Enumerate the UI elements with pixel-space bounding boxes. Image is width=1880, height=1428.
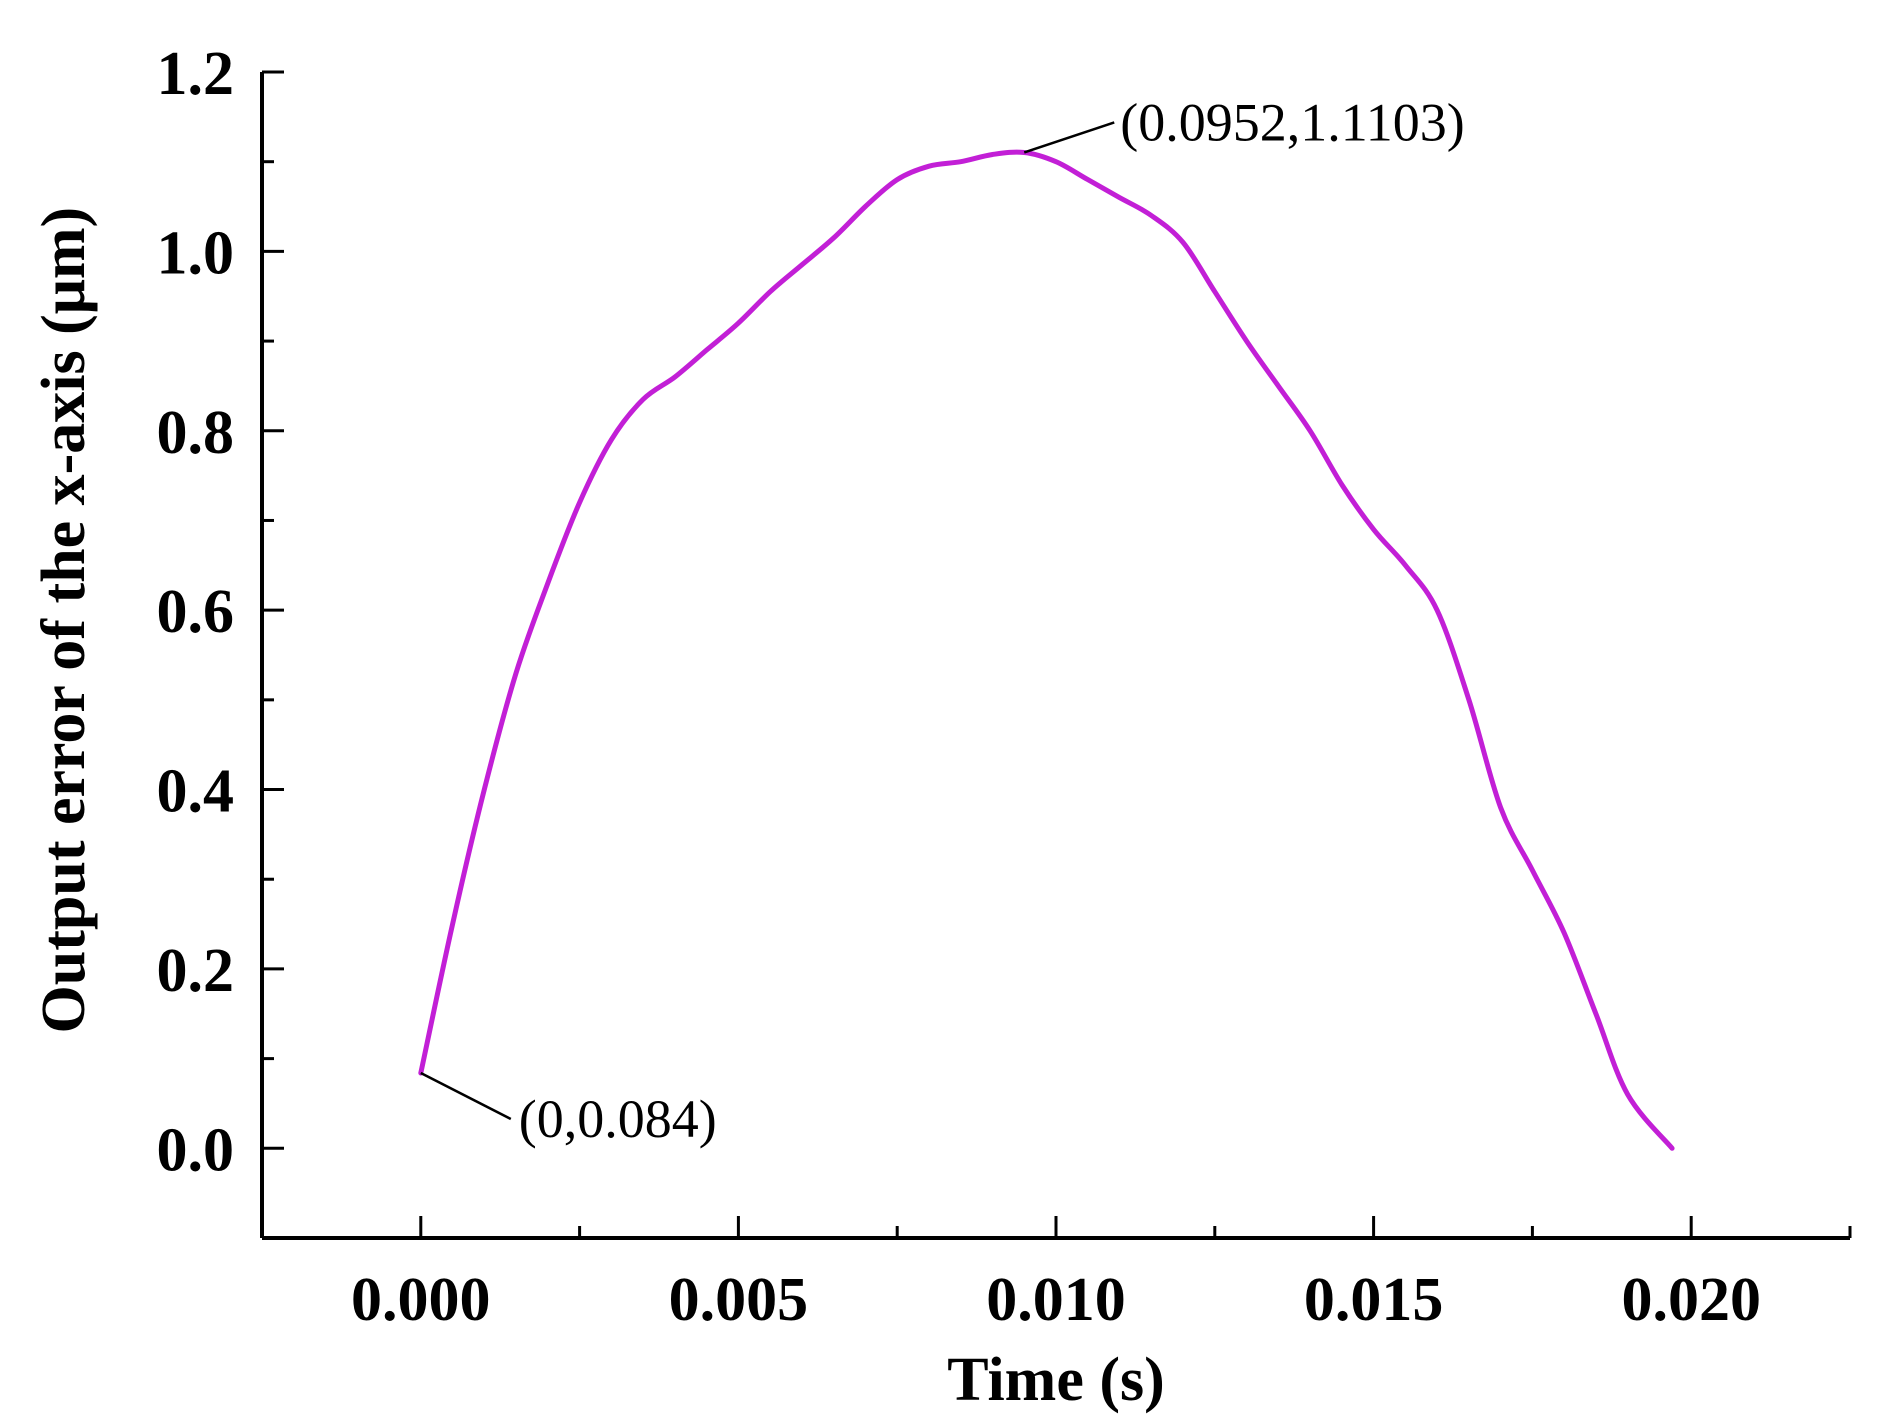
x-axis-title: Time (s) bbox=[947, 1346, 1165, 1414]
x-tick-label: 0.005 bbox=[669, 1266, 809, 1334]
x-tick-label: 0.020 bbox=[1621, 1266, 1761, 1334]
annotations: (0.0952,1.1103) (0,0.084) bbox=[421, 92, 1465, 1149]
y-tick-label: 1.2 bbox=[157, 40, 235, 108]
x-tick-label: 0.010 bbox=[986, 1266, 1126, 1334]
y-tick-label: 0.8 bbox=[157, 399, 235, 467]
annotation-leader bbox=[421, 1073, 511, 1119]
x-tick-label: 0.000 bbox=[351, 1266, 491, 1334]
annotation-label: (0.0952,1.1103) bbox=[1120, 92, 1464, 152]
x-tick-label: 0.015 bbox=[1304, 1266, 1444, 1334]
annotation-leader bbox=[1024, 122, 1114, 152]
annotation-label: (0,0.084) bbox=[519, 1089, 717, 1149]
y-tick-label: 0.0 bbox=[157, 1116, 235, 1184]
tick-labels: 0.0 0.2 0.4 0.6 0.8 1.0 1.2 0.000 0.005 0.010 0.01… bbox=[157, 40, 1761, 1334]
series-line bbox=[421, 152, 1672, 1148]
y-tick-label: 0.6 bbox=[157, 578, 235, 646]
y-tick-label: 0.2 bbox=[157, 937, 235, 1005]
y-tick-label: 0.4 bbox=[157, 758, 235, 826]
y-tick-label: 1.0 bbox=[157, 219, 235, 287]
y-axis-title: Output error of the x-axis (μm) bbox=[30, 207, 98, 1034]
